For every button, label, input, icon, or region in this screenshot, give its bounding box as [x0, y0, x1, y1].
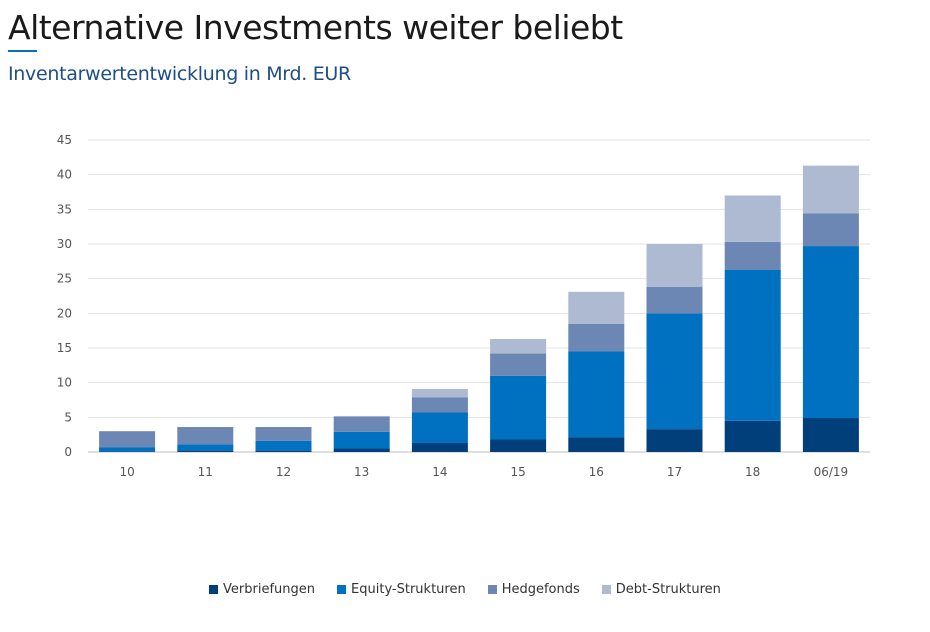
bar-debt-strukturen-06-19 [802, 165, 859, 214]
y-tick-label: 15 [57, 341, 72, 355]
bar-hedgefonds-12 [255, 427, 312, 441]
page-title: Alternative Investments weiter beliebt [8, 8, 623, 47]
legend-item: Hedgefonds [487, 582, 580, 597]
bar-hedgefonds-06-19 [802, 213, 859, 247]
x-tick-label: 16 [589, 465, 604, 479]
bar-verbriefungen-11 [177, 450, 234, 452]
legend-label: Debt-Strukturen [615, 582, 721, 597]
bar-debt-strukturen-14 [411, 388, 468, 398]
x-tick-label: 11 [198, 465, 213, 479]
x-tick-label: 17 [667, 465, 682, 479]
bar-hedgefonds-16 [568, 323, 625, 352]
x-tick-label: 10 [119, 465, 134, 479]
bar-verbriefungen-06-19 [802, 418, 859, 452]
y-tick-label: 35 [57, 202, 72, 216]
bar-verbriefungen-18 [724, 420, 781, 452]
bar-hedgefonds-13 [333, 416, 390, 432]
bar-equity-strukturen-16 [568, 351, 625, 438]
bar-hedgefonds-17 [646, 286, 703, 314]
bar-verbriefungen-17 [646, 429, 703, 452]
legend-label: Verbriefungen [223, 582, 316, 597]
bar-hedgefonds-15 [490, 353, 547, 376]
y-tick-label: 40 [57, 168, 72, 182]
legend-swatch [337, 585, 347, 594]
bar-equity-strukturen-18 [724, 269, 781, 421]
y-tick-label: 5 [64, 410, 72, 424]
bar-equity-strukturen-06-19 [802, 246, 859, 419]
bar-debt-strukturen-13 [333, 415, 390, 417]
bar-debt-strukturen-17 [646, 244, 703, 287]
bar-equity-strukturen-17 [646, 313, 703, 430]
y-tick-label: 20 [57, 306, 72, 320]
page-subtitle: Inventarwertentwicklung in Mrd. EUR [8, 63, 351, 85]
bar-hedgefonds-18 [724, 241, 781, 270]
bar-debt-strukturen-18 [724, 195, 781, 242]
bar-hedgefonds-10 [99, 431, 156, 448]
bar-equity-strukturen-14 [411, 412, 468, 443]
bar-hedgefonds-11 [177, 427, 234, 445]
legend-swatch [209, 585, 219, 594]
bar-debt-strukturen-15 [490, 338, 547, 354]
bar-verbriefungen-15 [490, 439, 547, 452]
bar-equity-strukturen-13 [333, 431, 390, 449]
bar-verbriefungen-14 [411, 442, 468, 452]
bar-equity-strukturen-10 [99, 447, 156, 452]
y-tick-label: 0 [64, 445, 72, 459]
bar-equity-strukturen-11 [177, 444, 234, 451]
x-tick-label: 13 [354, 465, 369, 479]
bar-equity-strukturen-15 [490, 375, 547, 440]
legend-swatch [601, 585, 611, 594]
bar-verbriefungen-16 [568, 437, 625, 452]
x-tick-label: 06/19 [814, 465, 849, 479]
title-underline [8, 50, 37, 52]
legend-item: Verbriefungen [209, 582, 315, 597]
bar-verbriefungen-12 [255, 450, 312, 452]
x-tick-label: 15 [510, 465, 525, 479]
legend-label: Hedgefonds [501, 582, 580, 597]
y-tick-label: 30 [57, 237, 72, 251]
bar-hedgefonds-14 [411, 397, 468, 413]
legend-item: Debt-Strukturen [601, 582, 721, 597]
bar-verbriefungen-10 [99, 451, 156, 452]
y-tick-label: 25 [57, 272, 72, 286]
x-tick-label: 18 [745, 465, 760, 479]
x-tick-label: 12 [276, 465, 291, 479]
legend-item: Equity-Strukturen [337, 582, 466, 597]
bar-verbriefungen-13 [333, 448, 390, 452]
legend-swatch [487, 585, 497, 594]
y-tick-label: 45 [57, 133, 72, 147]
bar-equity-strukturen-12 [255, 440, 312, 451]
bar-debt-strukturen-16 [568, 291, 625, 324]
legend-label: Equity-Strukturen [351, 582, 466, 597]
y-tick-label: 10 [57, 376, 72, 390]
chart-legend: Verbriefungen Equity-Strukturen Hedgefonds… [0, 582, 930, 597]
x-tick-label: 14 [432, 465, 447, 479]
